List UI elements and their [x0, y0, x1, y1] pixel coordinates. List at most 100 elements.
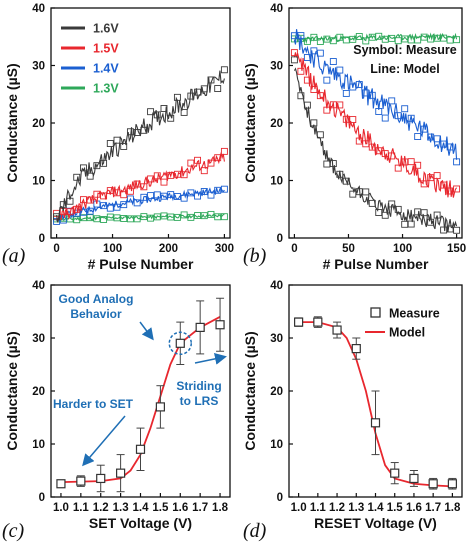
series-marker-1.4V: [126, 195, 134, 203]
highlight-circle: [168, 331, 193, 356]
x-tick-label: 1.6: [172, 502, 188, 514]
series-marker-1.6V: [336, 170, 344, 178]
y-axis-label: Conductance (µS): [4, 331, 20, 450]
series-marker-1.6V: [342, 177, 350, 185]
series-marker-1.5V: [160, 178, 168, 186]
x-tick-label: 1.1: [73, 502, 90, 514]
annotation-to-lrs: to LRS: [180, 394, 219, 408]
series-marker-1.4V: [453, 158, 461, 166]
series-marker-1.3V: [180, 211, 188, 219]
series-marker-1.3V: [440, 34, 448, 42]
series-marker-1.4V: [106, 204, 114, 212]
series-marker-1.5V: [381, 150, 389, 158]
x-tick-label: 1.2: [93, 502, 109, 514]
series-marker-1.4V: [73, 209, 81, 217]
measure-point: [332, 325, 342, 335]
x-tick-label: 200: [159, 243, 178, 255]
series-marker-1.4V: [310, 47, 318, 55]
measure-point: [116, 468, 126, 478]
x-tick-label: 0: [53, 243, 59, 255]
series-marker-1.3V: [147, 214, 155, 222]
series-marker-1.4V: [187, 189, 195, 197]
y-tick-label: 40: [32, 3, 45, 15]
series-marker-1.4V: [446, 143, 454, 151]
series-marker-1.6V: [147, 108, 155, 116]
series-marker-1.5V: [368, 143, 376, 151]
series-marker-1.3V: [167, 213, 175, 221]
series-marker-1.6V: [79, 164, 87, 172]
series-marker-1.5V: [433, 172, 441, 180]
series-marker-1.3V: [420, 33, 428, 41]
x-axis-label: RESET Voltage (V): [314, 515, 437, 531]
series-marker-1.3V: [362, 37, 370, 45]
series-marker-1.4V: [433, 135, 441, 143]
annotation-behavior: Behavior: [70, 307, 122, 321]
series-marker-1.5V: [316, 92, 324, 100]
series-marker-1.4V: [100, 202, 108, 210]
series-marker-1.6V: [401, 220, 409, 228]
series-marker-1.3V: [120, 215, 128, 222]
series-marker-1.4V: [368, 91, 376, 99]
series-marker-1.5V: [93, 190, 101, 198]
series-marker-1.4V: [214, 186, 222, 194]
series-marker-1.6V: [388, 200, 396, 208]
series-marker-1.5V: [173, 170, 181, 178]
series-marker-1.3V: [388, 34, 396, 42]
series-marker-1.3V: [446, 36, 454, 44]
series-marker-1.6V: [73, 173, 81, 181]
series-marker-1.5V: [113, 189, 121, 197]
series-marker-1.5V: [388, 152, 396, 160]
model-line: [60, 316, 221, 484]
x-tick-label: 150: [447, 243, 466, 255]
series-marker-1.5V: [66, 208, 74, 216]
series-marker-1.6V: [303, 101, 311, 109]
series-marker-1.6V: [153, 111, 161, 119]
series-marker-1.5V: [407, 158, 415, 166]
series-marker-1.4V: [200, 188, 208, 195]
x-tick-label: 1.4: [368, 502, 385, 514]
series-marker-1.3V: [220, 213, 228, 221]
x-tick-label: 50: [342, 243, 355, 255]
measure-point: [409, 473, 419, 484]
series-marker-1.5V: [120, 191, 128, 199]
series-marker-1.6V: [93, 162, 101, 170]
series-marker-1.4V: [349, 83, 357, 91]
measure-point: [76, 476, 86, 486]
series-marker-1.4V: [113, 203, 121, 211]
series-marker-1.4V: [362, 89, 370, 97]
series-marker-1.3V: [126, 215, 134, 223]
series-marker-1.3V: [316, 38, 324, 45]
measure-point: [370, 418, 381, 428]
series-marker-1.5V: [427, 174, 435, 182]
series-marker-1.6V: [194, 88, 202, 96]
series-marker-1.6V: [420, 209, 428, 217]
series-marker-1.6V: [140, 126, 148, 134]
series-marker-1.3V: [140, 213, 148, 221]
series-marker-1.6V: [220, 66, 228, 74]
x-tick-label: 1.8: [212, 502, 229, 514]
series-marker-1.3V: [133, 215, 141, 223]
series-marker-1.6V: [173, 93, 181, 101]
series-marker-1.6V: [440, 226, 448, 234]
series-marker-1.4V: [303, 54, 311, 61]
y-tick-label: 40: [32, 280, 45, 292]
series-marker-1.6V: [59, 201, 67, 209]
y-axis-label: Conductance (µS): [4, 63, 20, 182]
series-marker-1.5V: [440, 181, 448, 189]
series-marker-1.4V: [381, 114, 389, 122]
series-marker-1.3V: [93, 215, 101, 223]
series-marker-1.5V: [310, 86, 318, 93]
series-marker-1.5V: [323, 106, 331, 114]
series-marker-1.3V: [349, 35, 357, 43]
series-marker-1.5V: [200, 167, 208, 175]
x-tick-label: 300: [215, 243, 234, 255]
x-tick-label: 1.4: [133, 502, 150, 514]
series-marker-1.5V: [140, 183, 148, 191]
series-marker-1.6V: [187, 92, 195, 100]
series-marker-1.4V: [140, 193, 148, 201]
series-marker-1.6V: [86, 172, 94, 180]
x-tick-label: 1.0: [53, 502, 69, 514]
series-marker-1.3V: [414, 36, 422, 44]
series-marker-1.6V: [323, 160, 331, 168]
